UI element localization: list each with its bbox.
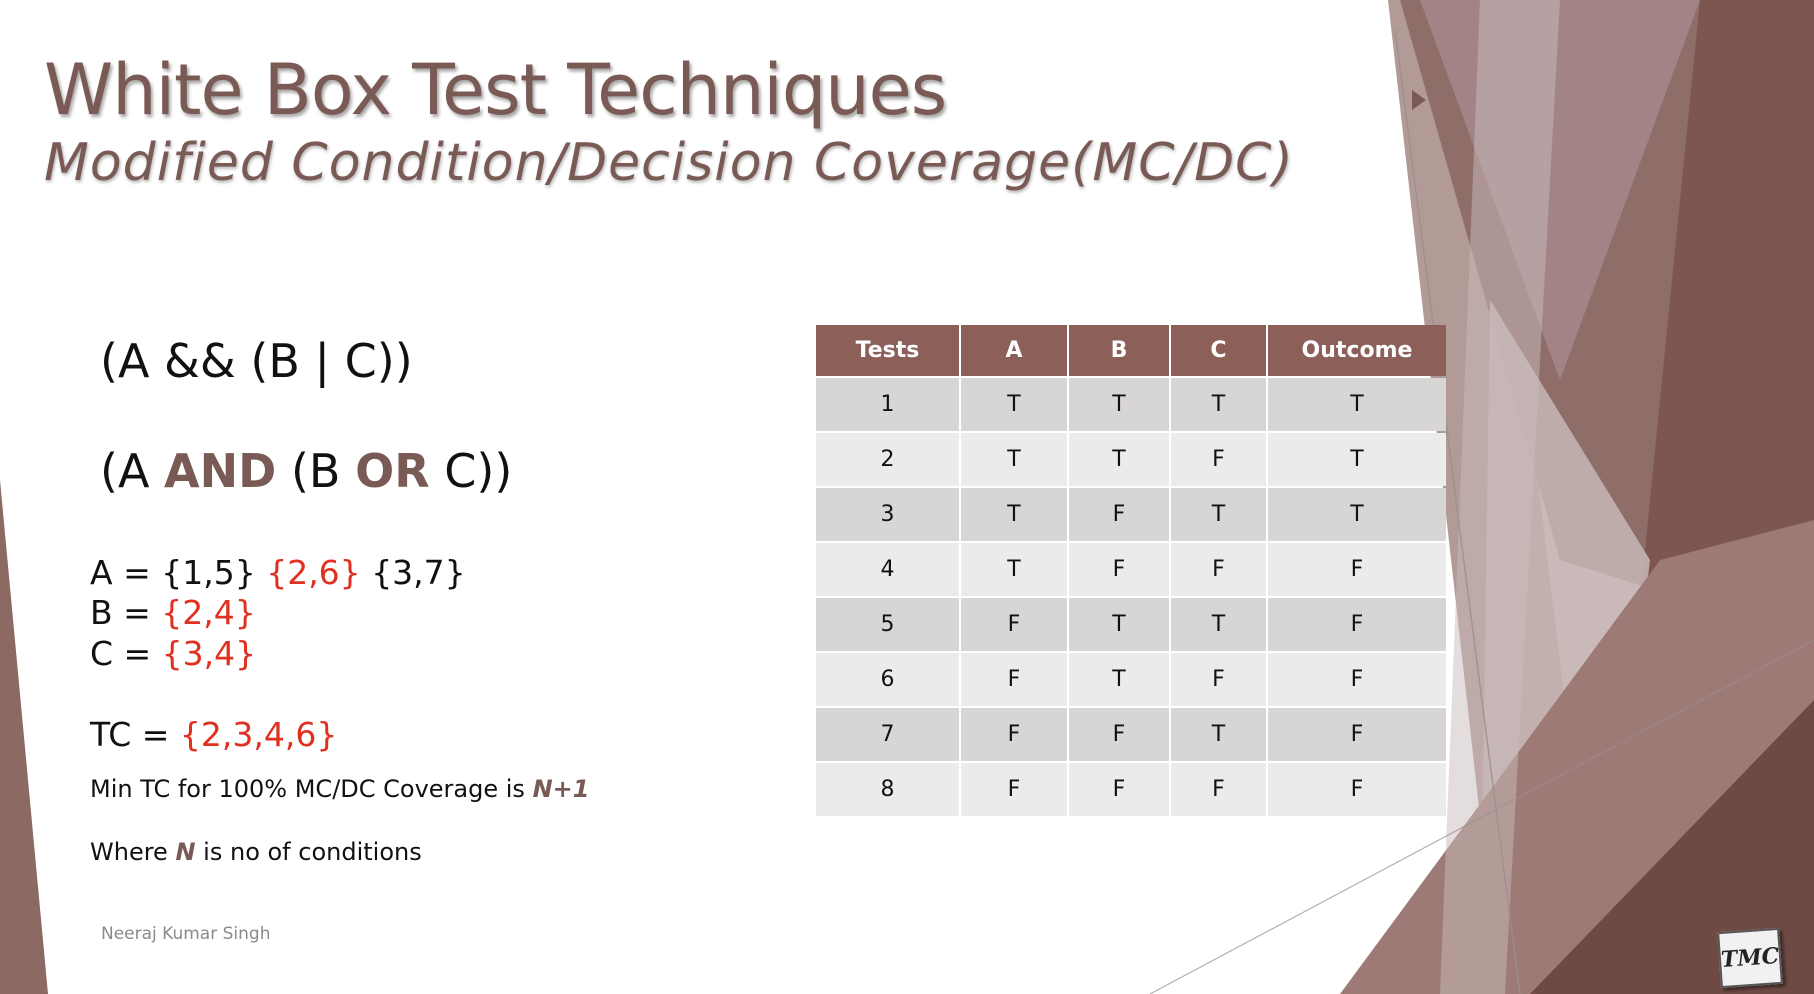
cell-b: F xyxy=(1069,543,1169,596)
cell-c: T xyxy=(1171,378,1266,431)
cell-outcome: F xyxy=(1268,763,1446,816)
min-tc-note: Min TC for 100% MC/DC Coverage is N+1 xyxy=(90,775,589,803)
tmc-logo: TMC xyxy=(1717,927,1783,989)
cell-a: F xyxy=(961,598,1067,651)
cell-outcome: T xyxy=(1268,433,1446,486)
cell-outcome: F xyxy=(1268,653,1446,706)
cell-test: 4 xyxy=(816,543,959,596)
set-a-pair-3: {3,7} xyxy=(371,553,466,592)
set-c-pair: {3,4} xyxy=(161,634,257,673)
min-tc-text: Min TC for 100% MC/DC Coverage is xyxy=(90,775,533,803)
cell-b: F xyxy=(1069,708,1169,761)
slide-subtitle: Modified Condition/Decision Coverage(MC/… xyxy=(44,133,1294,193)
author-footer: Neeraj Kumar Singh xyxy=(101,924,271,944)
expression-words: (A AND (B OR C)) xyxy=(100,448,512,494)
set-a-line: A = {1,5} {2,6} {3,7} xyxy=(90,556,466,589)
cell-b: T xyxy=(1069,433,1169,486)
cell-c: F xyxy=(1171,543,1266,596)
cell-a: T xyxy=(961,433,1067,486)
min-tc-formula: N+1 xyxy=(532,775,590,803)
where-note: Where N is no of conditions xyxy=(90,838,422,866)
cell-test: 1 xyxy=(816,378,959,431)
expr-open: (A xyxy=(100,444,165,498)
cell-a: F xyxy=(961,763,1067,816)
table-header-row: Tests A B C Outcome xyxy=(816,325,1446,376)
where-prefix: Where xyxy=(90,838,176,866)
tc-set: {2,3,4,6} xyxy=(179,715,338,754)
cell-test: 7 xyxy=(816,708,959,761)
cell-c: T xyxy=(1171,598,1266,651)
cell-c: T xyxy=(1171,708,1266,761)
cell-b: T xyxy=(1069,598,1169,651)
cell-test: 6 xyxy=(816,653,959,706)
header-c: C xyxy=(1171,325,1266,376)
cell-a: T xyxy=(961,488,1067,541)
cell-outcome: F xyxy=(1268,543,1446,596)
header-b: B xyxy=(1069,325,1169,376)
cell-c: F xyxy=(1171,763,1266,816)
cell-test: 3 xyxy=(816,488,959,541)
set-b-pair: {2,4} xyxy=(161,593,256,632)
tc-prefix: TC = xyxy=(90,715,180,754)
cell-c: F xyxy=(1171,433,1266,486)
set-a-pair-1: {1,5} xyxy=(161,553,256,592)
where-var: N xyxy=(175,838,196,866)
tc-line: TC = {2,3,4,6} xyxy=(90,718,337,751)
cell-a: F xyxy=(961,653,1067,706)
set-c-prefix: C = xyxy=(90,634,162,673)
set-b-prefix: B = xyxy=(90,593,162,632)
keyword-and: AND xyxy=(164,444,277,498)
set-a-prefix: A = xyxy=(90,553,162,592)
slide-title: White Box Test Techniques xyxy=(44,49,947,131)
cell-b: T xyxy=(1069,653,1169,706)
cell-a: F xyxy=(961,708,1067,761)
set-b-line: B = {2,4} xyxy=(90,596,256,629)
logo-text: TMC xyxy=(1720,942,1781,973)
cell-test: 5 xyxy=(816,598,959,651)
header-outcome: Outcome xyxy=(1268,325,1446,376)
cell-outcome: T xyxy=(1268,378,1446,431)
cell-outcome: F xyxy=(1268,598,1446,651)
set-a-pair-2: {2,6} xyxy=(266,553,361,592)
header-tests: Tests xyxy=(816,325,959,376)
expr-close: C)) xyxy=(429,444,513,498)
where-suffix: is no of conditions xyxy=(195,838,422,866)
keyword-or: OR xyxy=(355,444,430,498)
cell-test: 2 xyxy=(816,433,959,486)
cell-outcome: F xyxy=(1268,708,1446,761)
cell-b: T xyxy=(1069,378,1169,431)
cell-test: 8 xyxy=(816,763,959,816)
cell-a: T xyxy=(961,378,1067,431)
cell-a: T xyxy=(961,543,1067,596)
cell-c: T xyxy=(1171,488,1266,541)
cell-outcome: T xyxy=(1268,488,1446,541)
expression-symbolic: (A && (B | C)) xyxy=(100,334,413,388)
cell-b: F xyxy=(1069,488,1169,541)
cell-c: F xyxy=(1171,653,1266,706)
header-a: A xyxy=(961,325,1067,376)
cell-b: F xyxy=(1069,763,1169,816)
set-c-line: C = {3,4} xyxy=(90,637,256,670)
expr-mid: (B xyxy=(276,444,356,498)
